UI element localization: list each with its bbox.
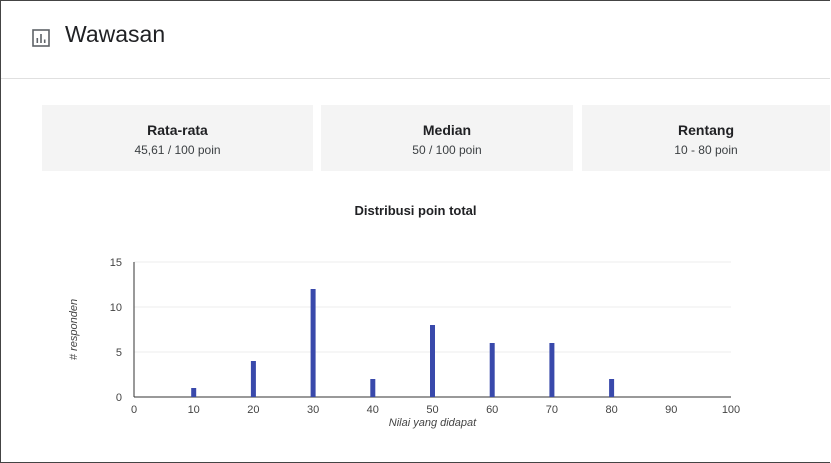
stat-card-mean: Rata-rata 45,61 / 100 poin	[42, 105, 313, 171]
bar	[250, 361, 256, 397]
bar	[370, 379, 376, 397]
stat-card-range: Rentang 10 - 80 poin	[582, 105, 830, 171]
chart-title: Distribusi poin total	[354, 203, 477, 218]
y-tick-label: 15	[110, 257, 122, 269]
stat-label: Rentang	[678, 122, 734, 138]
bar	[430, 325, 435, 397]
page-title: Wawasan	[65, 21, 166, 47]
y-axis-title: # responden	[68, 299, 80, 360]
stat-card-median: Median 50 / 100 poin	[321, 105, 573, 171]
stat-value: 45,61 / 100 poin	[134, 143, 221, 157]
x-axis-title: Nilai yang didapat	[389, 417, 477, 429]
x-tick-label: 100	[722, 404, 740, 416]
insights-header: Wawasan	[1, 1, 830, 79]
x-tick-label: 10	[188, 404, 200, 416]
bar-chart-icon	[32, 29, 50, 47]
y-tick-label: 10	[110, 302, 122, 314]
y-tick-label: 5	[116, 347, 122, 359]
x-tick-label: 90	[665, 404, 677, 416]
y-tick-label: 0	[116, 392, 122, 404]
bar	[489, 343, 495, 397]
bar	[191, 388, 197, 397]
x-tick-label: 40	[367, 404, 379, 416]
bar	[310, 289, 316, 397]
x-tick-label: 70	[546, 404, 558, 416]
stat-value: 10 - 80 poin	[674, 143, 738, 157]
stat-label: Median	[422, 122, 472, 138]
score-distribution-chart: 0 5 10 15 0 10 20 30 40 50 60 70 80 90 100 Nilai yang d…	[68, 257, 740, 429]
stat-value: 50 / 100 poin	[412, 143, 482, 157]
x-tick-label: 60	[486, 404, 498, 416]
x-tick-label: 20	[247, 404, 259, 416]
x-tick-label: 30	[307, 404, 319, 416]
stat-label: Rata-rata	[147, 122, 208, 138]
x-tick-label: 50	[426, 404, 438, 416]
bar	[549, 343, 555, 397]
x-tick-label: 80	[605, 404, 617, 416]
x-tick-label: 0	[131, 404, 137, 416]
bar	[609, 379, 615, 397]
